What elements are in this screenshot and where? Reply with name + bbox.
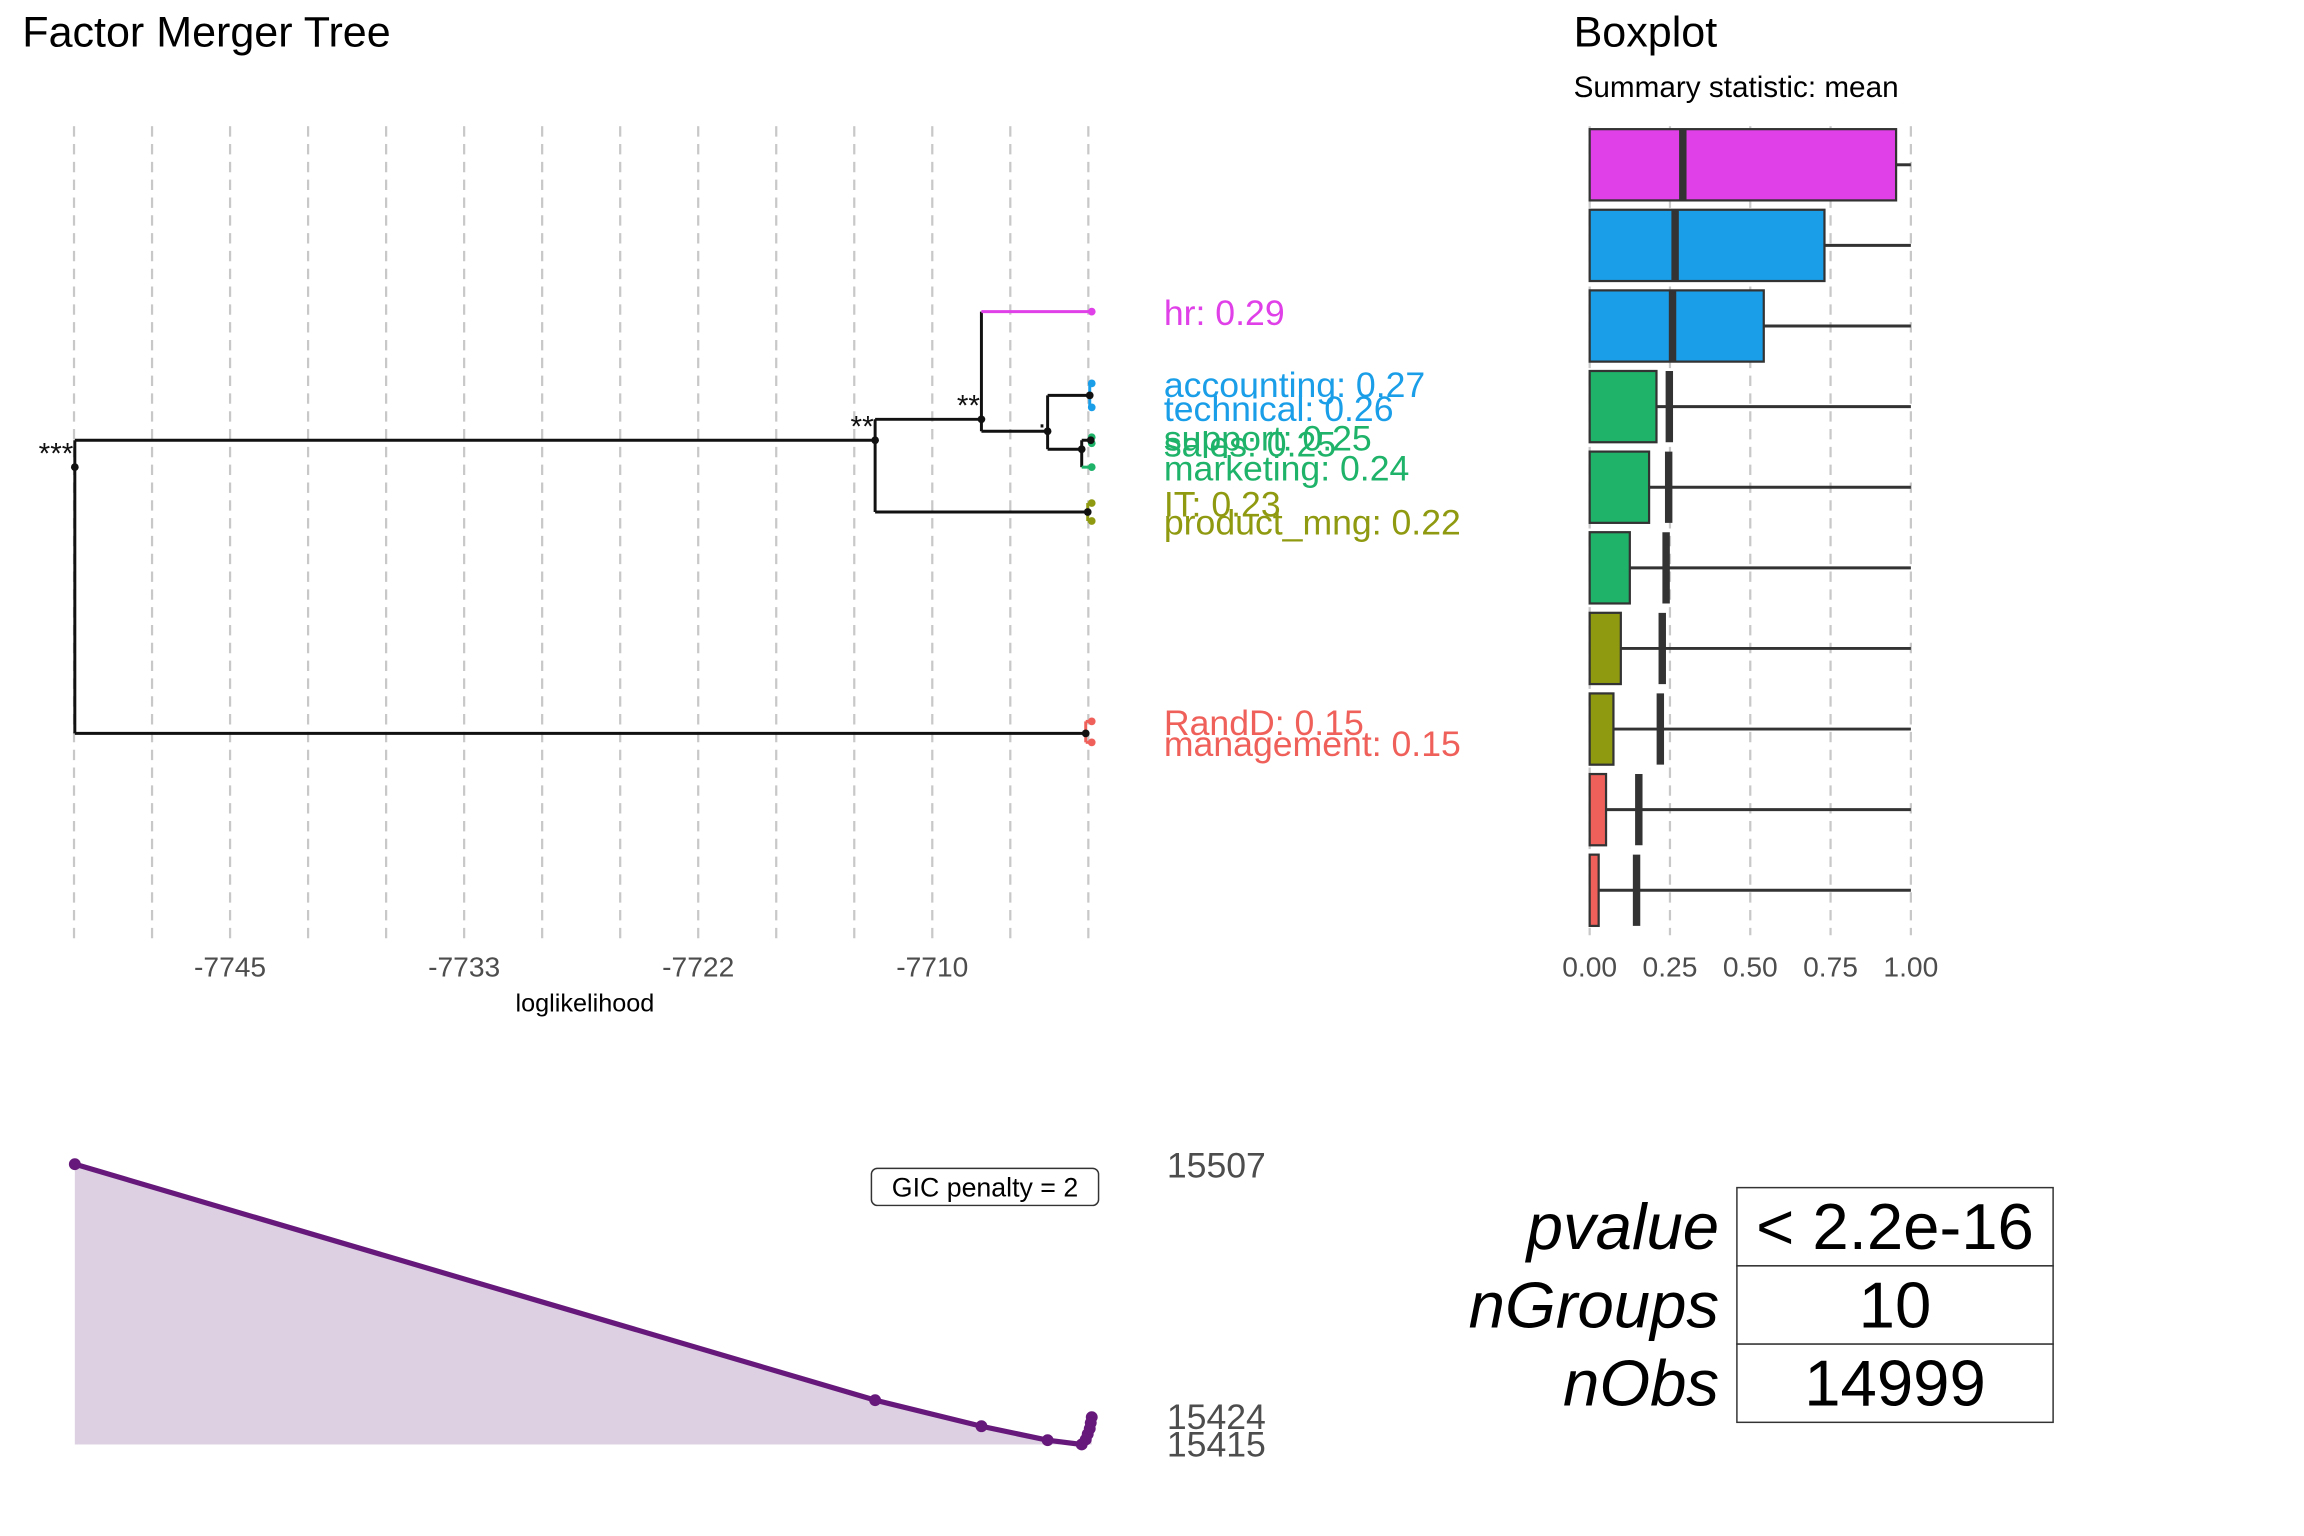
x-axis-label: loglikelihood (516, 990, 655, 1018)
table-label: nObs (1563, 1347, 1719, 1420)
table-value: 14999 (1804, 1347, 1986, 1420)
box (1588, 450, 1651, 524)
leaf-point (1087, 379, 1096, 388)
merge-point (1077, 445, 1086, 454)
x-tick-label: 1.00 (1883, 950, 1938, 982)
leaf-point (1087, 499, 1096, 507)
leaf-label: product_mng: 0.22 (1164, 502, 1461, 542)
merge-point (871, 436, 879, 445)
leaf-label: marketing: 0.24 (1164, 449, 1409, 489)
leaf-label: RandD: 0.15 (1164, 703, 1364, 743)
x-tick-label: -7710 (896, 950, 968, 982)
gic-point (1075, 1438, 1088, 1451)
y-tick-label: 15415 (1167, 1424, 1266, 1464)
significance-label: ** (957, 389, 981, 422)
boxplot-subtitle: Summary statistic: mean (1574, 71, 1899, 104)
table-label: pvalue (1525, 1190, 1719, 1263)
table-label: nGroups (1469, 1268, 1719, 1341)
table-value: 10 (1859, 1268, 1932, 1341)
merge-point (1081, 729, 1090, 738)
table-value: < 2.2e-16 (1756, 1190, 2034, 1263)
merge-point (977, 415, 986, 424)
leaf-point (1087, 517, 1096, 525)
x-tick-label: -7733 (428, 950, 500, 982)
box (1588, 772, 1608, 847)
y-tick-label: 15507 (1167, 1145, 1266, 1185)
significance-label: . (1038, 401, 1046, 434)
x-tick-label: 0.50 (1723, 950, 1778, 982)
leaf-label: management: 0.15 (1164, 724, 1461, 764)
table-cell (1736, 1186, 2054, 1267)
leaf-label: IT: 0.23 (1164, 485, 1281, 525)
merge-point (1043, 427, 1052, 436)
leaf-point (1087, 403, 1096, 412)
x-tick-label: 0.75 (1803, 950, 1858, 982)
box (1588, 611, 1622, 686)
merge-point (1086, 436, 1095, 445)
box (1588, 208, 1826, 283)
leaf-point (1087, 717, 1096, 726)
table-cell (1736, 1265, 2054, 1345)
box (1588, 853, 1600, 928)
leaf-label: support: 0.25 (1164, 419, 1372, 459)
annotation: GIC penalty = 2 (892, 1173, 1078, 1203)
gic-point (68, 1158, 81, 1171)
leaf-label: technical: 0.26 (1164, 389, 1394, 429)
gic-point (869, 1394, 882, 1407)
boxplot-title: Boxplot (1574, 9, 1718, 57)
x-tick-label: 0.25 (1643, 950, 1698, 982)
y-tick-label: 15424 (1167, 1397, 1266, 1437)
merge-point (70, 463, 79, 472)
tree-title: Factor Merger Tree (22, 9, 390, 57)
merge-point (1083, 508, 1092, 516)
box (1588, 128, 1898, 202)
gic-point (975, 1420, 988, 1433)
leaf-label: hr: 0.29 (1164, 293, 1285, 333)
significance-label: *** (39, 437, 74, 470)
leaf-label: sales: 0.25 (1164, 425, 1336, 465)
merge-point (1085, 391, 1094, 400)
leaf-point (1087, 463, 1096, 472)
significance-label: ** (851, 410, 875, 443)
table-cell (1736, 1343, 2054, 1424)
x-tick-label: -7745 (194, 950, 266, 982)
leaf-label: accounting: 0.27 (1164, 365, 1425, 405)
box (1588, 289, 1765, 363)
leaf-point (1087, 307, 1096, 316)
x-tick-label: 0.00 (1562, 950, 1617, 982)
annotation-box (870, 1167, 1100, 1207)
gic-area (74, 1164, 1092, 1445)
box (1588, 531, 1631, 605)
leaf-point (1087, 738, 1096, 747)
x-tick-label: -7722 (662, 950, 734, 982)
box (1588, 369, 1658, 444)
gic-point (1041, 1434, 1054, 1447)
box (1588, 692, 1615, 766)
